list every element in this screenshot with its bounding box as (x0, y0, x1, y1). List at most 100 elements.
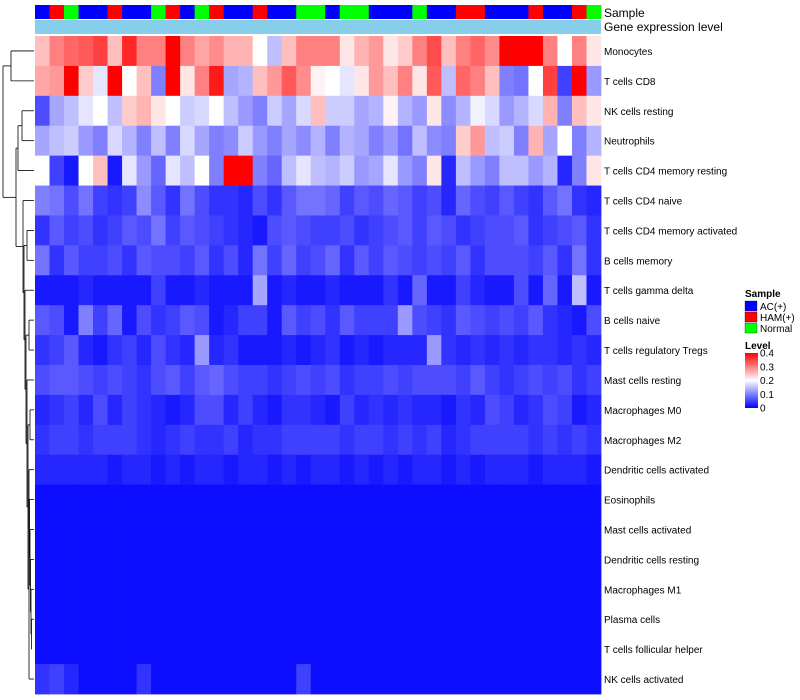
heatmap-cell (557, 514, 573, 545)
sample-cell-25 (397, 5, 413, 19)
heatmap-cell (455, 544, 471, 575)
heatmap-cell (78, 185, 94, 216)
heatmap-cell (557, 454, 573, 486)
legend-sample-label-2: Normal (760, 324, 792, 335)
sample-cell-31 (484, 5, 500, 19)
heatmap-cell (354, 125, 370, 157)
heatmap-cell (571, 634, 587, 665)
heatmap-cell (180, 634, 196, 665)
heatmap-cell (441, 275, 457, 306)
heatmap-cell (325, 544, 341, 575)
heatmap-cell (64, 604, 79, 635)
heatmap-cell (35, 95, 50, 127)
heatmap-cell (513, 245, 529, 276)
row-label: Dendritic cells activated (604, 466, 709, 477)
heatmap-cell (586, 245, 602, 276)
heatmap-cell (426, 95, 442, 127)
heatmap-cell (571, 604, 587, 635)
heatmap-cell (339, 95, 355, 127)
heatmap-cell (49, 245, 65, 276)
heatmap-cell (136, 574, 152, 605)
heatmap-cell (281, 574, 297, 605)
heatmap-cell (151, 664, 167, 695)
heatmap-cell (571, 365, 587, 396)
heatmap-cell (383, 365, 399, 396)
heatmap-cell (383, 95, 399, 127)
heatmap-cell (325, 275, 341, 306)
heatmap-cell (455, 634, 471, 665)
heatmap-cell (194, 424, 210, 456)
heatmap-cell (325, 634, 341, 665)
heatmap-cell (49, 36, 65, 67)
heatmap-cell (223, 544, 239, 575)
heatmap-cell (368, 424, 384, 456)
heatmap-cell (557, 574, 573, 605)
sample-cell-1 (49, 5, 65, 19)
heatmap-cell (281, 664, 297, 695)
heatmap-cell (93, 544, 108, 575)
heatmap-cell (93, 185, 108, 216)
heatmap-cell (49, 215, 65, 246)
heatmap-cell (310, 514, 326, 545)
heatmap-cell (325, 514, 341, 545)
heatmap-cell (441, 185, 457, 216)
heatmap-cell (267, 424, 283, 456)
heatmap-cell (238, 514, 254, 545)
heatmap-cell (586, 634, 602, 665)
heatmap-cell (267, 245, 283, 276)
heatmap-cell (557, 65, 573, 97)
heatmap-cell (470, 394, 486, 426)
heatmap-cell (310, 544, 326, 575)
heatmap-cell (107, 604, 123, 635)
heatmap-cell (180, 574, 196, 605)
heatmap-cell (470, 95, 486, 127)
heatmap-cell (557, 394, 573, 426)
heatmap-cell (455, 36, 471, 67)
heatmap-cell (194, 305, 210, 336)
heatmap-cell (180, 36, 196, 67)
heatmap-cell (296, 634, 312, 665)
heatmap-cell (64, 484, 79, 515)
row-label: T cells follicular helper (604, 645, 703, 656)
heatmap-cell (49, 484, 65, 515)
heatmap-cell (267, 335, 283, 366)
heatmap-cell (209, 65, 225, 97)
heatmap-cell (484, 215, 500, 246)
heatmap-cell (397, 215, 413, 246)
heatmap-cell (339, 394, 355, 426)
heatmap-cell (412, 65, 428, 97)
heatmap-cell (426, 634, 442, 665)
heatmap-cell (397, 394, 413, 426)
heatmap-cell (223, 634, 239, 665)
heatmap-cell (368, 365, 384, 396)
heatmap-cell (426, 245, 442, 276)
heatmap-cell (455, 185, 471, 216)
heatmap-cell (78, 335, 94, 366)
heatmap-cell (470, 215, 486, 246)
heatmap-cell (426, 365, 442, 396)
heatmap-cell (180, 365, 196, 396)
heatmap-cell (513, 155, 529, 186)
heatmap-cell (412, 664, 428, 695)
heatmap-cell (368, 36, 384, 67)
heatmap-cell (412, 36, 428, 67)
heatmap-cell (267, 215, 283, 246)
heatmap-cell (368, 95, 384, 127)
heatmap-cell (296, 424, 312, 456)
heatmap-cell (397, 305, 413, 336)
heatmap-cell (470, 305, 486, 336)
heatmap-cell (542, 634, 558, 665)
heatmap-cell (194, 95, 210, 127)
heatmap-cell (383, 514, 399, 545)
heatmap-cell (136, 664, 152, 695)
heatmap-cell (122, 36, 137, 67)
heatmap-cell (484, 275, 500, 306)
heatmap-cell (165, 484, 181, 515)
heatmap-cell (542, 394, 558, 426)
heatmap-cell (383, 664, 399, 695)
heatmap-cell (252, 574, 268, 605)
heatmap-cell (484, 125, 500, 157)
heatmap-cell (339, 245, 355, 276)
heatmap-cell (441, 65, 457, 97)
